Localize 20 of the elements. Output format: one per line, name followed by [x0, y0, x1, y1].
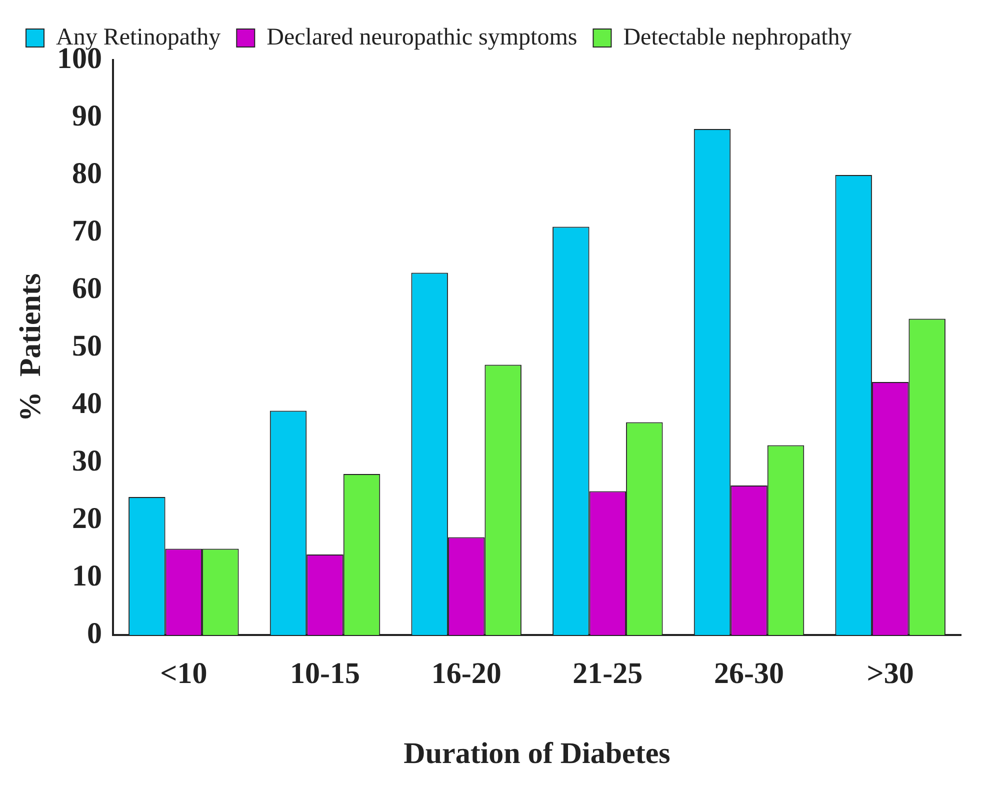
- x-tick-label: 26-30: [714, 656, 784, 690]
- legend-label: Detectable nephropathy: [623, 24, 852, 50]
- y-axis-title: % Patients: [14, 273, 47, 422]
- y-tick-label: 80: [72, 156, 102, 190]
- y-tick-label: 70: [72, 214, 102, 248]
- x-tick-label: <10: [160, 656, 208, 690]
- y-tick-label: 10: [72, 559, 102, 592]
- y-tick-label: 20: [72, 502, 102, 535]
- y-tick-label: 50: [72, 329, 102, 362]
- x-tick-label: 16-20: [431, 656, 502, 690]
- y-tick-label: 60: [72, 272, 102, 305]
- y-tick-label: 40: [72, 386, 102, 420]
- legend-label: Declared neuropathic symptoms: [266, 24, 578, 50]
- x-tick-label: >30: [866, 656, 914, 690]
- y-tick-label: 90: [72, 99, 102, 132]
- y-tick-label: 0: [87, 616, 102, 650]
- y-tick-label: 30: [72, 444, 102, 478]
- x-tick-label: 21-25: [572, 656, 643, 690]
- x-axis-title: Duration of Diabetes: [404, 736, 670, 770]
- x-tick-label: 10-15: [290, 656, 360, 690]
